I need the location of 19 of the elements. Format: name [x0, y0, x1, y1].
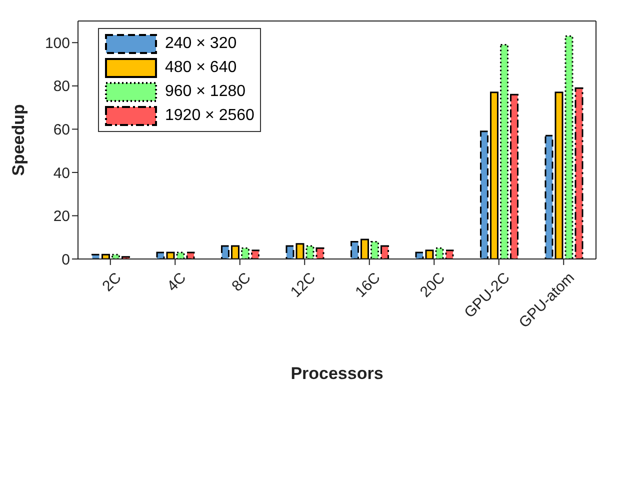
y-tick-label: 40 — [53, 164, 70, 182]
x-tick-label: 12C — [287, 269, 320, 301]
x-tick-label: 20C — [416, 269, 449, 301]
y-tick-label: 80 — [53, 78, 70, 96]
bar — [91, 254, 100, 259]
x-tick-label: 16C — [352, 269, 384, 301]
y-tick-label: 20 — [53, 208, 70, 226]
x-tick-label: 8C — [228, 269, 254, 295]
x-axis-title: Processors — [290, 364, 384, 383]
legend-label: 1920 × 2560 — [165, 107, 254, 125]
legend-label: 960 × 1280 — [165, 83, 246, 101]
legend-label: 480 × 640 — [165, 59, 237, 77]
y-axis-title: Speedup — [9, 104, 28, 176]
x-tick-label: 4C — [164, 269, 190, 295]
y-tick-label: 100 — [44, 34, 70, 52]
y-tick-label: 0 — [62, 251, 70, 268]
legend-label: 240 × 320 — [165, 35, 237, 53]
y-tick-label: 60 — [53, 122, 70, 139]
x-tick-label: 2C — [99, 269, 125, 295]
